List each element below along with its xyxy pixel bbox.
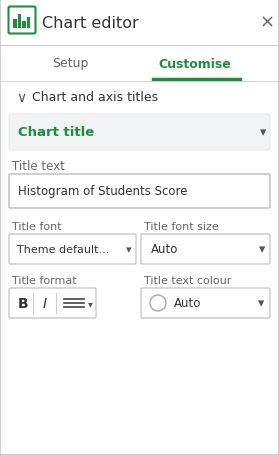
Text: Theme default...: Theme default...	[17, 244, 109, 254]
Text: Title text colour: Title text colour	[144, 275, 231, 285]
Text: Histogram of Students Score: Histogram of Students Score	[18, 185, 187, 198]
Text: ▾: ▾	[259, 243, 265, 256]
FancyBboxPatch shape	[9, 175, 270, 208]
Text: Title text: Title text	[12, 160, 65, 173]
Bar	[22, 22, 25, 29]
Text: Chart and axis titles: Chart and axis titles	[32, 91, 158, 104]
FancyBboxPatch shape	[9, 288, 96, 318]
Text: Title font size: Title font size	[144, 222, 219, 232]
Text: Chart editor: Chart editor	[42, 15, 139, 30]
Circle shape	[150, 295, 166, 311]
FancyBboxPatch shape	[8, 7, 35, 35]
Text: ▾: ▾	[258, 297, 264, 310]
Text: B: B	[18, 296, 28, 310]
Bar	[13, 20, 16, 29]
Text: Title format: Title format	[12, 275, 77, 285]
FancyBboxPatch shape	[9, 234, 136, 264]
Text: Chart title: Chart title	[18, 126, 94, 139]
FancyBboxPatch shape	[141, 288, 270, 318]
Text: ×: ×	[259, 14, 275, 32]
FancyBboxPatch shape	[141, 234, 270, 264]
Text: ▾: ▾	[260, 126, 266, 139]
Bar	[18, 15, 21, 29]
Text: ▾: ▾	[88, 298, 92, 308]
Text: Customise: Customise	[159, 57, 231, 71]
Bar	[27, 18, 30, 29]
FancyBboxPatch shape	[9, 115, 270, 151]
Text: ∨: ∨	[16, 91, 26, 105]
Text: Auto: Auto	[151, 243, 178, 256]
Text: Auto: Auto	[174, 297, 201, 310]
Text: Setup: Setup	[52, 57, 88, 71]
Text: I: I	[43, 296, 47, 310]
Text: ▾: ▾	[126, 244, 132, 254]
Text: Title font: Title font	[12, 222, 62, 232]
